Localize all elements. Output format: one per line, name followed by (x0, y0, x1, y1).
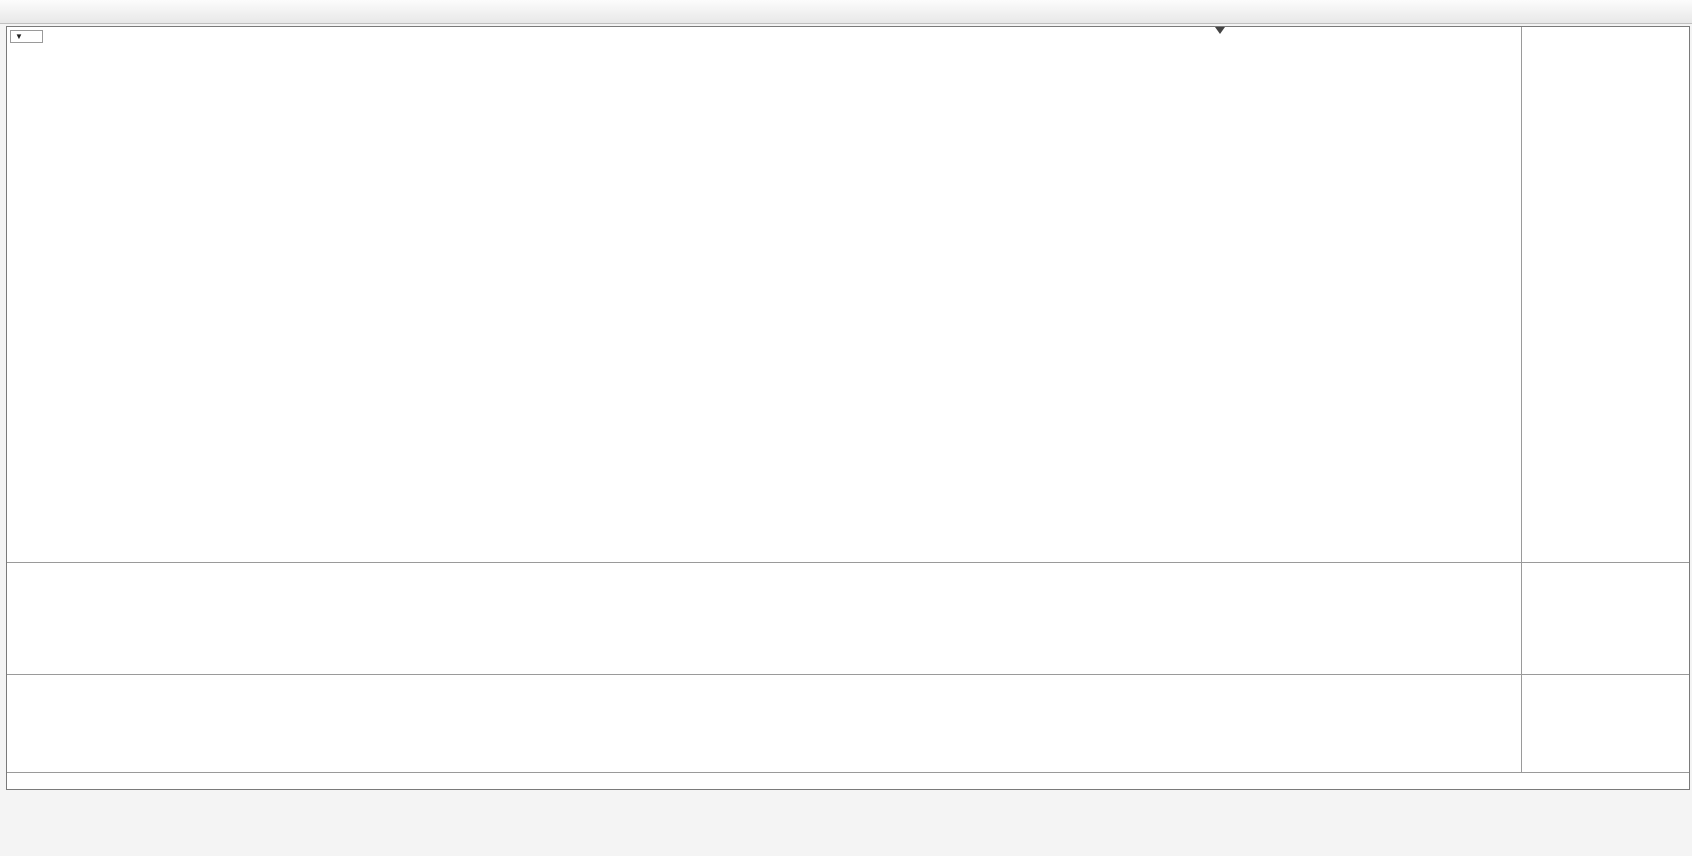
rsi-axis[interactable] (1521, 675, 1689, 772)
rsi-panel (7, 674, 1689, 772)
rsi-canvas[interactable] (7, 675, 1521, 772)
chevron-down-icon: ▼ (15, 32, 23, 41)
main-chart-panel: ▼ (7, 27, 1689, 562)
main-chart-canvas[interactable] (7, 27, 1521, 562)
macd-panel (7, 562, 1689, 674)
main-toolbar (0, 0, 1692, 24)
chart-window: ▼ (6, 26, 1690, 790)
macd-canvas[interactable] (7, 563, 1521, 674)
chart-symbol-header[interactable]: ▼ (10, 30, 43, 43)
time-axis[interactable] (7, 772, 1689, 789)
macd-axis[interactable] (1521, 563, 1689, 674)
price-axis[interactable] (1521, 27, 1689, 562)
chart-shift-marker[interactable] (1215, 27, 1225, 34)
